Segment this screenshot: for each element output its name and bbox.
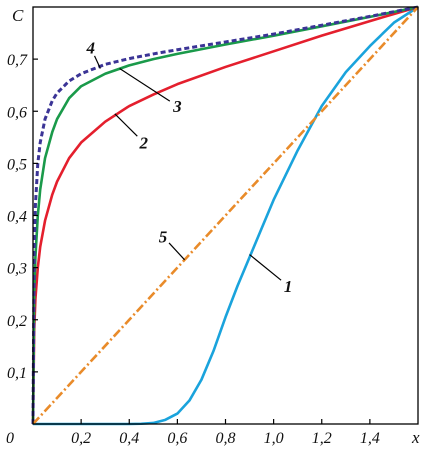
tick-layer: 0,2 0,4 0,6 0,8 1,0 1,2 1,4 0,1 0,2 0,3 0,4 0,5 0,6 0… [7, 52, 380, 447]
curve-4-label: 4 [86, 39, 96, 58]
x-tick-label: 1,2 [312, 430, 332, 447]
x-tick-label: 0,2 [71, 430, 91, 447]
y-tick-label: 0,7 [7, 52, 28, 69]
y-tick-label: 0,6 [7, 104, 27, 121]
curve-2-label: 2 [138, 134, 148, 153]
y-tick-label: 0,5 [7, 156, 27, 173]
origin-label: 0 [6, 430, 14, 447]
x-tick-label: 0,8 [216, 430, 236, 447]
curve-4-leader [93, 55, 101, 69]
series-layer [31, 5, 419, 426]
x-tick-label: 1,0 [264, 430, 284, 447]
curve-1-leader [249, 254, 282, 281]
y-tick-label: 0,1 [7, 365, 27, 382]
curve-5-leader [168, 242, 186, 261]
curve-1-label: 1 [284, 277, 293, 296]
x-axis-title: x [411, 428, 420, 447]
y-axis-title: C [12, 6, 24, 25]
y-tick-label: 0,3 [7, 261, 27, 278]
curve-5-label: 5 [159, 227, 168, 246]
curve-3-label: 3 [172, 97, 182, 116]
x-tick-label: 0,6 [167, 430, 187, 447]
label-layer: 1 2 3 4 5 [86, 39, 293, 296]
curve-3-leader [119, 68, 171, 102]
y-tick-label: 0,2 [7, 313, 27, 330]
curve-2-leader [114, 113, 138, 137]
y-tick-label: 0,4 [7, 209, 27, 226]
x-tick-label: 1,4 [360, 430, 380, 447]
x-tick-label: 0,4 [119, 430, 139, 447]
series-5-line [32, 6, 419, 425]
